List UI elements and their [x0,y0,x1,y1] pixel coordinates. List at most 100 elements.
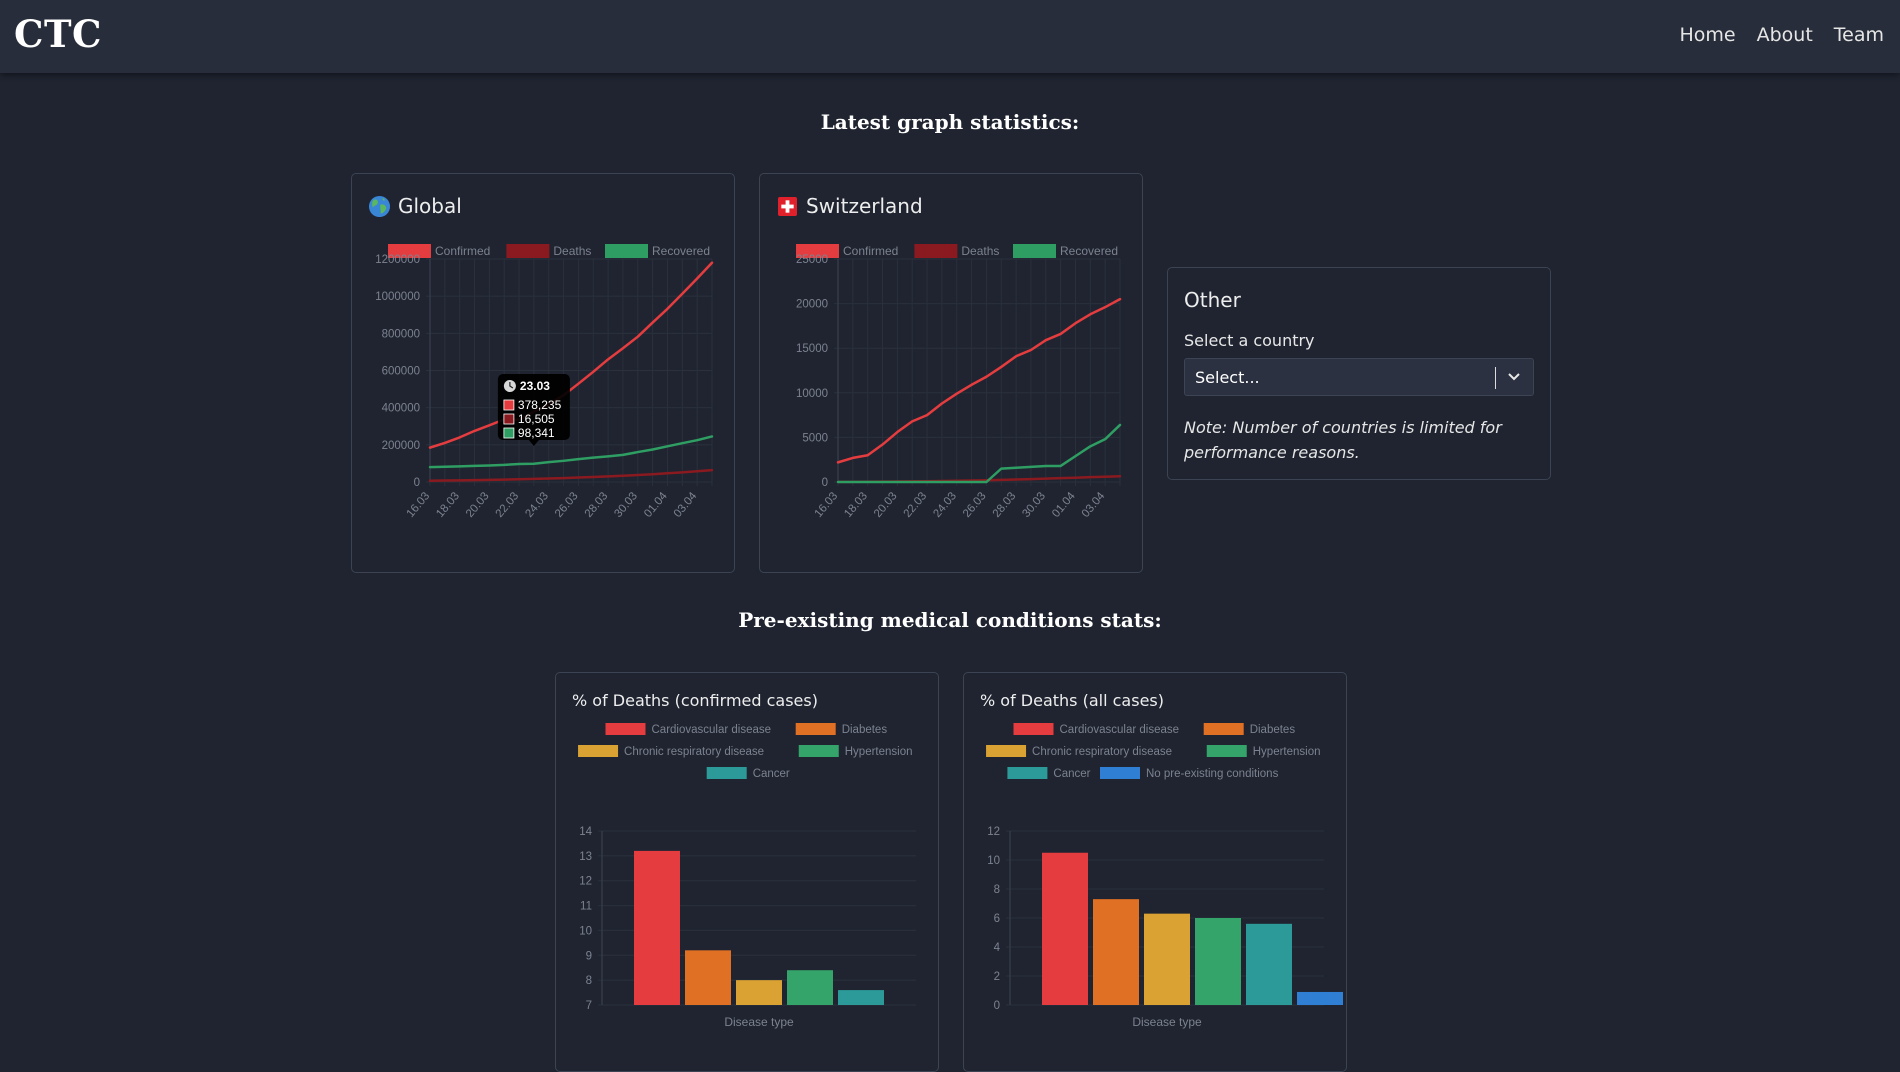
y-tick-label: 9 [586,950,592,962]
legend-swatch [506,244,550,258]
brand-logo[interactable]: CTC [14,12,102,56]
switzerland-card: Switzerland Confirmed Deaths Recovered 0 500… [759,173,1143,573]
legend-label: Hypertension [1253,746,1321,758]
x-tick-label: 30.03 [612,490,640,520]
y-tick-label: 7 [586,1000,592,1012]
x-tick-label: 18.03 [434,490,462,520]
legend-swatch [1007,767,1048,779]
y-tick-label: 12 [987,826,1000,838]
navbar: CTC Home About Team [0,0,1900,73]
y-tick-label: 10 [579,925,592,937]
bar-cardiovascular-disease [634,850,680,1005]
legend-label: Recovered [652,244,710,258]
conditions-section-title: Pre-existing medical conditions stats: [738,608,1162,632]
bar-chronic-respiratory-disease [736,980,782,1005]
other-card-title: Other [1184,288,1241,312]
deaths-all-bar-chart[interactable]: Cardiovascular disease Diabetes Chronic re… [964,713,1348,1033]
legend-label: Chronic respiratory disease [624,746,764,758]
legend-swatch [796,244,839,258]
global-line-chart[interactable]: Confirmed Deaths Recovered 0 200000 400000 600… [352,234,736,564]
legend-label: Cardiovascular disease [1060,724,1180,736]
nav-home-link[interactable]: Home [1679,24,1736,46]
y-tick-label: 0 [822,477,828,489]
legend-swatch [1100,767,1140,779]
y-tick-label: 13 [579,851,592,863]
x-tick-label: 30.03 [1020,490,1048,520]
bar-hypertension [1195,918,1241,1005]
legend-label: Diabetes [842,724,888,736]
legend-swatch [605,723,646,735]
legend-label: Diabetes [1250,724,1296,736]
tooltip-value: 98,341 [518,426,555,440]
x-tick-label: 20.03 [464,490,492,520]
bar-hypertension [787,970,833,1005]
chevron-down-icon[interactable] [1505,367,1523,385]
clock-hands [509,382,514,389]
y-tick-label: 25000 [796,254,828,266]
y-tick-label: 11 [580,901,592,913]
legend-label: Recovered [1060,244,1118,258]
country-limit-note: Note: Number of countries is limited for… [1184,418,1502,462]
x-tick-label: 20.03 [872,490,900,520]
tooltip-date: 23.03 [520,379,550,393]
y-tick-label: 8 [586,975,592,987]
y-tick-label: 14 [579,826,592,838]
switzerland-card-title: Switzerland [806,194,923,218]
tooltip-value: 16,505 [518,412,555,426]
legend-swatch [578,745,619,757]
series-line-recovered [428,435,714,469]
bar-no-pre-existing-conditions [1297,991,1343,1005]
deaths-confirmed-card: % of Deaths (confirmed cases) Cardiovasc… [555,672,939,1072]
deaths-confirmed-title: % of Deaths (confirmed cases) [572,691,818,710]
select-country-label: Select a country [1184,331,1315,350]
legend-swatch [388,244,431,258]
nav-about-link[interactable]: About [1756,24,1813,46]
y-tick-label: 1200000 [375,254,420,266]
x-tick-label: 01.04 [1050,490,1078,520]
x-tick-label: 28.03 [991,490,1019,520]
bar-cardiovascular-disease [1042,852,1088,1005]
x-tick-label: 24.03 [931,490,959,520]
nav-links: Home About Team [1658,24,1884,46]
legend-label: Deaths [553,244,591,258]
y-tick-label: 400000 [382,403,420,415]
y-tick-label: 600000 [382,366,420,378]
bar-chronic-respiratory-disease [1144,913,1190,1005]
series-line-confirmed [836,297,1122,464]
global-card-header: Global [368,194,462,218]
legend-label: Cancer [1053,768,1090,780]
legend-label: Confirmed [843,244,898,258]
legend-swatch [798,745,839,757]
bar-cancer [838,990,884,1005]
series-line-deaths [428,468,714,482]
x-tick-label: 28.03 [583,490,611,520]
globe-icon [368,195,391,217]
x-tick-label: 22.03 [494,490,522,520]
y-tick-label: 0 [414,477,420,489]
legend-label: Cardiovascular disease [652,724,772,736]
legend-label: No pre-existing conditions [1146,768,1279,780]
deaths-confirmed-bar-chart[interactable]: Cardiovascular disease Diabetes Chronic re… [556,713,940,1033]
y-tick-label: 5000 [802,432,828,444]
x-tick-label: 16.03 [405,490,433,520]
tooltip-swatch [503,413,515,425]
country-select-value: Select... [1195,368,1260,387]
switzerland-line-chart[interactable]: Confirmed Deaths Recovered 0 5000 10000 15000 2… [760,234,1144,564]
legend-label: Deaths [961,244,999,258]
legend-swatch [914,244,958,258]
x-tick-label: 03.04 [672,490,700,520]
nav-team-link[interactable]: Team [1833,24,1884,46]
bar-cancer [1246,923,1292,1005]
select-separator [1495,367,1496,389]
bar-diabetes [1093,899,1139,1005]
deaths-all-title: % of Deaths (all cases) [980,691,1164,710]
country-select[interactable]: Select... [1184,358,1534,396]
x-tick-label: 24.03 [523,490,551,520]
global-card-title: Global [398,194,462,218]
deaths-all-card: % of Deaths (all cases) Cardiovascular d… [963,672,1347,1072]
tooltip-swatch [503,399,515,411]
series-line-confirmed [428,261,714,449]
legend-swatch [795,723,836,735]
legend-swatch [986,745,1027,757]
x-tick-label: 01.04 [642,490,670,520]
